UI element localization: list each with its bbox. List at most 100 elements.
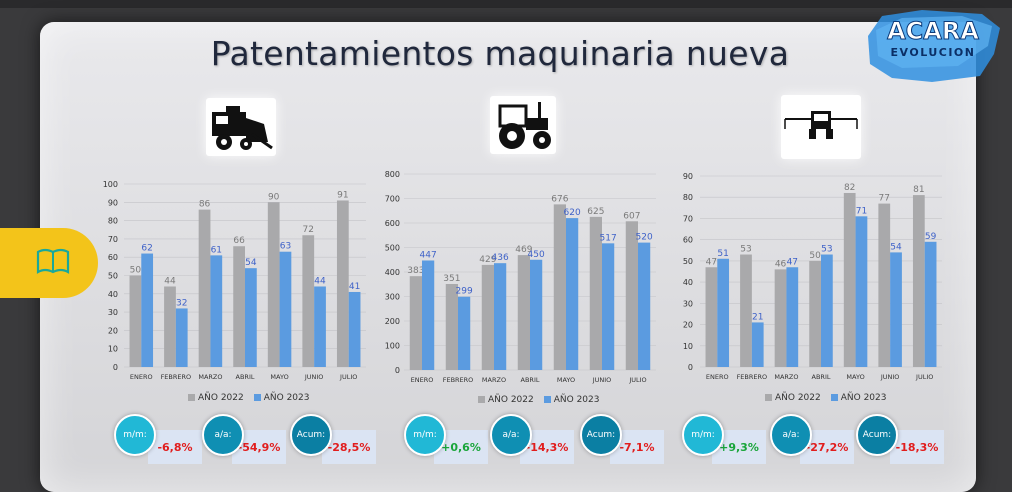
bar-2022 — [705, 267, 718, 367]
x-category-label: ENERO — [706, 373, 729, 381]
kpi-aa-badge-3: a/a: — [770, 414, 812, 456]
bar-2023 — [924, 241, 937, 367]
y-tick-label: 10 — [108, 345, 118, 354]
book-tab-button[interactable] — [0, 228, 98, 298]
kpi-acum-value-2: -7,1% — [610, 430, 664, 464]
kpi-label: a/a: — [502, 430, 520, 440]
kpi-label: Acum: — [296, 430, 326, 440]
book-icon — [36, 248, 70, 274]
tractor-icon — [490, 96, 556, 154]
bar-2022 — [740, 254, 752, 367]
x-category-label: MAYO — [846, 373, 864, 381]
bar-2023 — [348, 291, 361, 367]
data-label: 44 — [314, 276, 326, 286]
y-tick-label: 80 — [108, 217, 118, 226]
y-tick-label: 50 — [683, 257, 693, 266]
data-label: 469 — [515, 245, 532, 255]
kpi-value: -6,8% — [157, 440, 193, 454]
x-category-label: MAYO — [557, 376, 575, 384]
bar-2023 — [494, 263, 507, 370]
legend-label-2022: AÑO 2022 — [775, 393, 821, 403]
bar-2023 — [175, 308, 188, 367]
bar-2022 — [809, 260, 821, 367]
data-label: 54 — [890, 242, 902, 252]
y-tick-label: 80 — [683, 193, 693, 202]
data-label: 47 — [787, 257, 798, 267]
data-label: 91 — [337, 190, 348, 200]
kpi-aa-badge-1: a/a: — [202, 414, 244, 456]
bar-2023 — [314, 286, 326, 367]
y-tick-label: 70 — [683, 214, 693, 223]
y-tick-label: 100 — [103, 180, 118, 189]
x-category-label: JULIO — [628, 376, 646, 384]
kpi-aa-badge-2: a/a: — [490, 414, 532, 456]
combine-harvester-icon — [206, 98, 276, 156]
legend-chart-2: AÑO 2022 AÑO 2023 — [478, 395, 600, 405]
bar-2022 — [625, 221, 638, 370]
kpi-label: m/m: — [123, 430, 147, 440]
kpi-value: -7,1% — [619, 440, 655, 454]
bar-2022 — [336, 200, 349, 367]
y-tick-label: 0 — [688, 363, 693, 372]
data-label: 447 — [420, 250, 437, 260]
svg-text:EVOLUCION: EVOLUCION — [891, 46, 976, 59]
data-label: 59 — [925, 232, 937, 242]
y-tick-label: 300 — [385, 293, 400, 302]
kpi-mm-badge-2: m/m: — [404, 414, 446, 456]
svg-text:ACARA: ACARA — [887, 17, 979, 45]
x-category-label: JUNIO — [880, 373, 900, 381]
data-label: 53 — [740, 245, 751, 255]
data-label: 82 — [844, 183, 855, 193]
bar-2022 — [517, 255, 530, 370]
data-label: 44 — [164, 276, 176, 286]
legend-chart-3: AÑO 2022 AÑO 2023 — [765, 393, 887, 403]
kpi-value: -14,3% — [525, 440, 569, 454]
y-tick-label: 600 — [385, 219, 400, 228]
bar-2023 — [458, 296, 471, 370]
x-category-label: JULIO — [915, 373, 933, 381]
bar-2023 — [821, 254, 833, 367]
data-label: 50 — [809, 251, 821, 261]
data-label: 63 — [280, 242, 291, 252]
data-label: 299 — [456, 287, 473, 297]
data-label: 620 — [564, 208, 581, 218]
bar-2023 — [602, 243, 615, 370]
y-tick-label: 90 — [683, 172, 693, 181]
kpi-mm-badge-3: m/m: — [682, 414, 724, 456]
kpi-value: -54,9% — [237, 440, 281, 454]
kpi-value: +9,3% — [719, 440, 759, 454]
y-tick-label: 400 — [385, 268, 400, 277]
x-category-label: ENERO — [130, 373, 153, 381]
bar-2022 — [129, 275, 142, 367]
legend-swatch-2023 — [543, 396, 551, 403]
legend-label-2023: AÑO 2023 — [553, 395, 600, 405]
y-tick-label: 10 — [683, 342, 693, 351]
x-category-label: MARZO — [198, 373, 222, 381]
data-label: 517 — [600, 233, 617, 243]
x-category-label: MARZO — [482, 376, 506, 384]
legend-swatch-2022 — [765, 394, 772, 401]
bar-2022 — [912, 195, 925, 367]
bar-2023 — [786, 267, 799, 367]
bar-2023 — [751, 322, 764, 367]
bar-2023 — [530, 259, 543, 370]
data-label: 46 — [775, 259, 787, 269]
y-tick-label: 0 — [395, 366, 400, 375]
bar-2023 — [210, 255, 223, 367]
data-label: 383 — [407, 266, 424, 276]
kpi-acum-badge-3: Acum: — [856, 414, 898, 456]
y-tick-label: 700 — [385, 195, 400, 204]
legend-label-2023: AÑO 2023 — [263, 393, 310, 403]
bar-2022 — [233, 246, 245, 367]
legend-chart-1: AÑO 2022 AÑO 2023 — [188, 393, 310, 403]
kpi-mm-badge-1: m/m: — [114, 414, 156, 456]
data-label: 50 — [130, 266, 142, 276]
data-label: 625 — [587, 207, 604, 217]
bar-2022 — [164, 286, 176, 367]
y-tick-label: 20 — [683, 321, 693, 330]
data-label: 61 — [211, 245, 222, 255]
bar-2022 — [774, 269, 787, 367]
kpi-acum-badge-2: Acum: — [580, 414, 622, 456]
data-label: 47 — [706, 257, 717, 267]
y-tick-label: 40 — [108, 290, 118, 299]
